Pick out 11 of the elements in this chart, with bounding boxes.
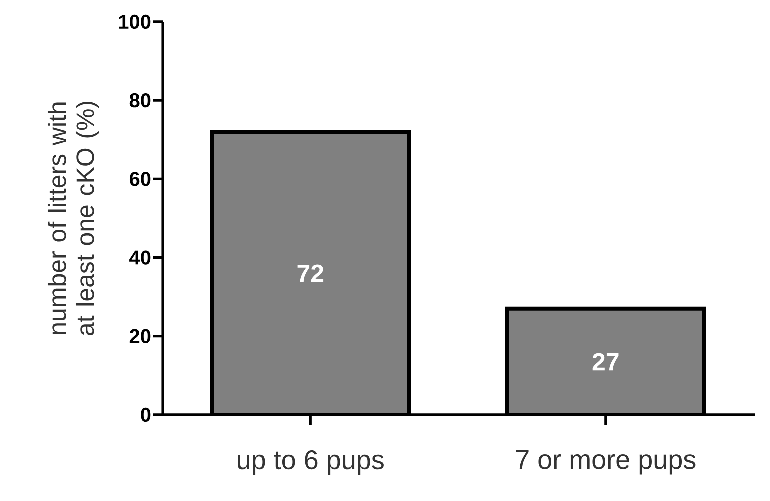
data-label: 72 bbox=[298, 264, 324, 282]
y-tick-label: 60 bbox=[130, 172, 151, 186]
y-tick-label: 0 bbox=[141, 408, 151, 422]
y-tick-label: 80 bbox=[130, 94, 151, 108]
x-tick-label: up to 6 pups bbox=[238, 450, 384, 475]
y-tick-label: 40 bbox=[130, 250, 151, 265]
data-label: 27 bbox=[592, 353, 619, 371]
y-tick-label: 100 bbox=[119, 14, 151, 30]
y-tick-label: 20 bbox=[130, 329, 151, 344]
y-axis-title: number of litters with at least one cKO (%) bbox=[48, 102, 100, 336]
x-tick-label: 7 or more pups bbox=[516, 450, 696, 475]
